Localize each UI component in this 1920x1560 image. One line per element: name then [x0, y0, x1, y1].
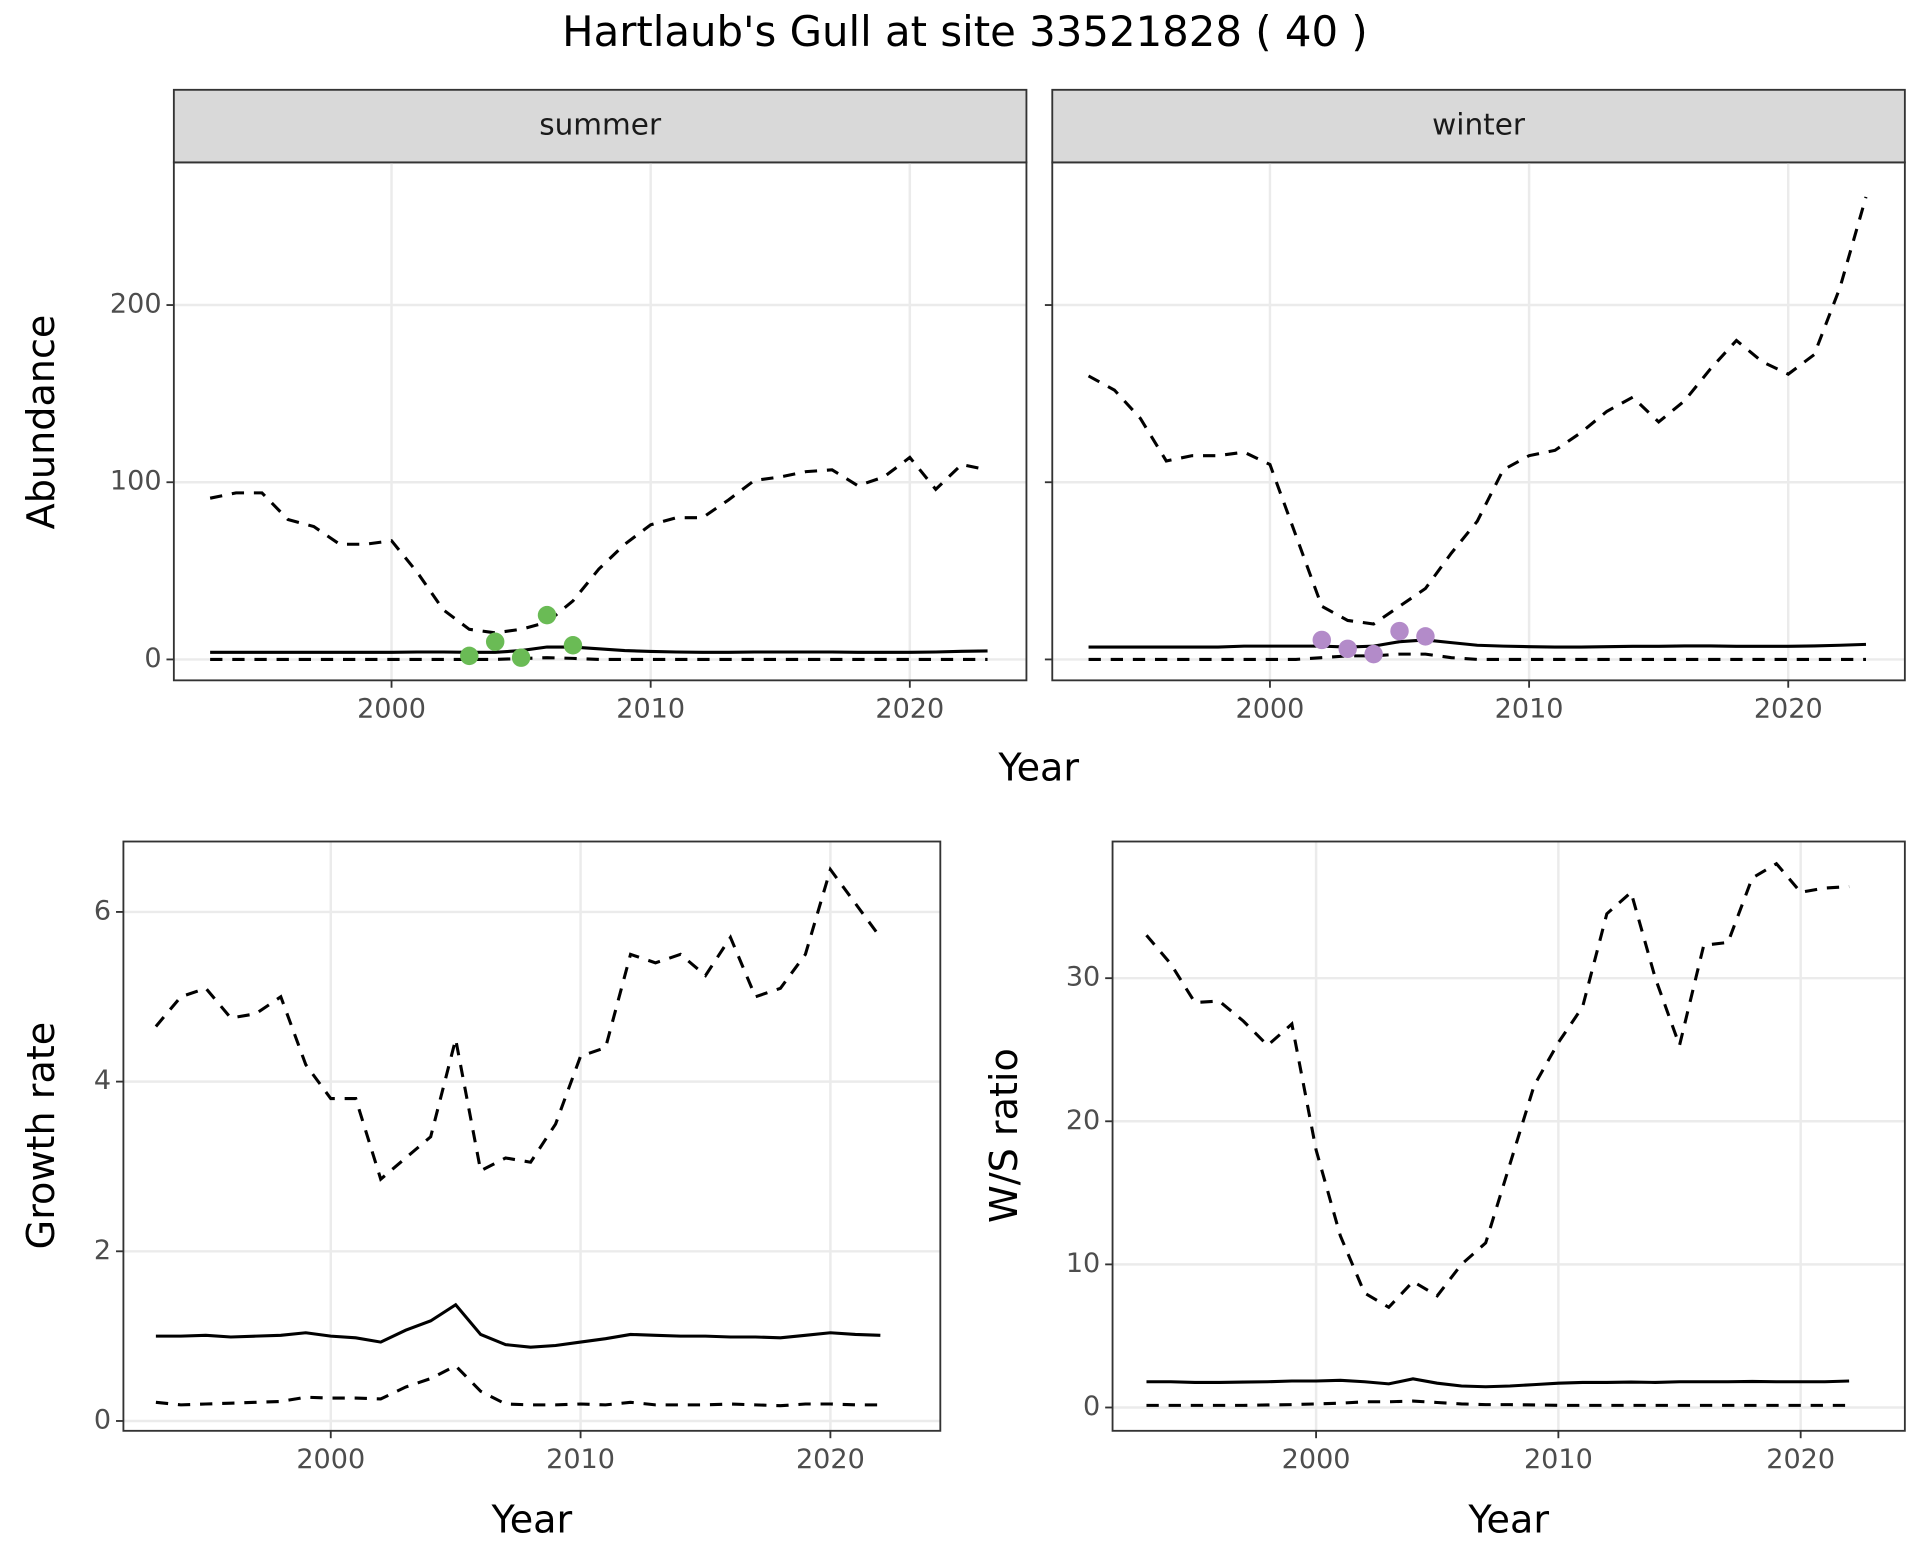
y-tick-label: 4: [94, 1065, 111, 1096]
series-line: [155, 1363, 881, 1408]
data-point: [1338, 639, 1357, 659]
y-tick-label: 0: [1083, 1391, 1100, 1422]
panel-border: [122, 840, 942, 1432]
data-point: [537, 605, 557, 625]
series-line: [155, 1302, 881, 1349]
panel-background: [173, 162, 1027, 681]
data-point: [485, 632, 505, 651]
strip: [1051, 88, 1906, 164]
data-point: [1390, 621, 1409, 641]
panel-background: [123, 841, 941, 1431]
x-tick-label: 2020: [1766, 1444, 1835, 1475]
data-point: [1416, 627, 1435, 646]
x-axis-label: Year: [1467, 1497, 1549, 1541]
series-line: [1088, 652, 1866, 661]
y-tick-label: 20: [1066, 1105, 1100, 1136]
panel-border: [1051, 161, 1906, 682]
y-tick-label: 10: [1066, 1248, 1100, 1279]
series-line: [1146, 1377, 1850, 1389]
x-tick-label: 2000: [296, 1444, 365, 1475]
figure-title: Hartlaub's Gull at site 33521828 ( 40 ): [562, 7, 1368, 56]
x-tick-label: 2000: [1282, 1444, 1351, 1475]
x-tick-label: 2000: [357, 693, 426, 724]
strip-label: summer: [539, 108, 662, 142]
panel-border: [172, 161, 1028, 682]
y-axis-label: W/S ratio: [982, 1048, 1026, 1223]
x-tick-label: 2020: [875, 693, 944, 724]
series-line: [1087, 196, 1868, 626]
panel-background: [1112, 841, 1905, 1431]
panel-background: [1052, 162, 1905, 681]
y-tick-label: 0: [144, 643, 161, 674]
data-point: [563, 636, 583, 655]
series-line: [1088, 638, 1867, 649]
series-line: [209, 455, 988, 635]
x-tick-label: 2010: [546, 1444, 615, 1475]
series-line: [210, 645, 988, 654]
y-tick-label: 2: [94, 1235, 111, 1266]
x-axis-label: Year: [491, 1497, 573, 1541]
x-tick-label: 2020: [1754, 693, 1823, 724]
series-line: [1145, 861, 1850, 1310]
series-line: [210, 656, 988, 661]
y-tick-label: 200: [110, 289, 162, 320]
strip: [172, 88, 1028, 164]
y-tick-label: 6: [94, 895, 111, 926]
data-point: [460, 646, 479, 666]
x-tick-label: 2000: [1236, 693, 1305, 724]
data-point: [511, 648, 531, 667]
y-axis-label: Abundance: [19, 315, 63, 530]
x-tick-label: 2010: [1495, 693, 1564, 724]
x-tick-label: 2010: [1524, 1444, 1593, 1475]
series-line: [1146, 1399, 1850, 1407]
x-axis-label: Year: [997, 746, 1079, 790]
y-tick-label: 30: [1066, 962, 1100, 993]
x-tick-label: 2010: [616, 693, 685, 724]
strip-label: winter: [1432, 108, 1526, 142]
series-line: [154, 866, 882, 1182]
data-point: [1364, 644, 1383, 664]
data-point: [1312, 630, 1332, 650]
panel-border: [1111, 840, 1906, 1432]
x-tick-label: 2020: [796, 1444, 865, 1475]
y-axis-label: Growth rate: [19, 1022, 63, 1250]
y-tick-label: 0: [94, 1404, 111, 1435]
y-tick-label: 100: [110, 466, 162, 497]
